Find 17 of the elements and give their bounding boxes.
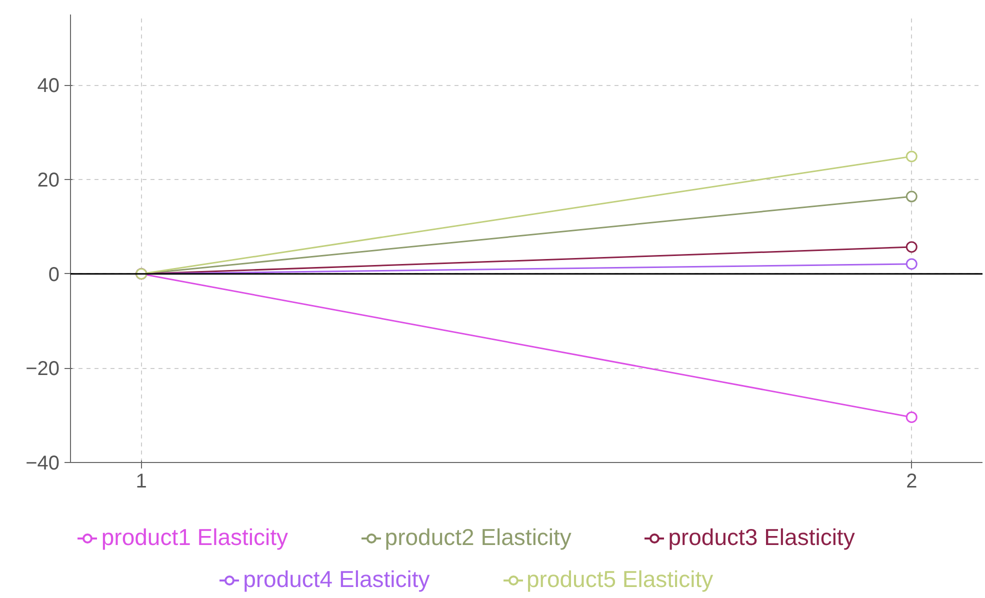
legend-label: product5 Elasticity	[526, 566, 714, 593]
point	[906, 258, 918, 270]
x-tick-label: 1	[136, 470, 147, 492]
x-tick-label: 2	[906, 470, 918, 492]
y-tick-label: −20	[26, 358, 60, 380]
point	[906, 411, 918, 423]
legend-label: product3 Elasticity	[668, 524, 855, 551]
y-tick-label: 40	[37, 75, 60, 98]
point	[906, 150, 918, 162]
legend-label: product4 Elasticity	[243, 566, 430, 593]
legend-label: product1 Elasticity	[101, 524, 288, 551]
legend-label: product2 Elasticity	[384, 524, 572, 551]
point	[906, 190, 918, 202]
point	[906, 241, 918, 253]
y-tick-label: 0	[48, 264, 60, 286]
y-tick-label: 20	[37, 170, 60, 192]
y-tick-label: −40	[26, 452, 60, 474]
